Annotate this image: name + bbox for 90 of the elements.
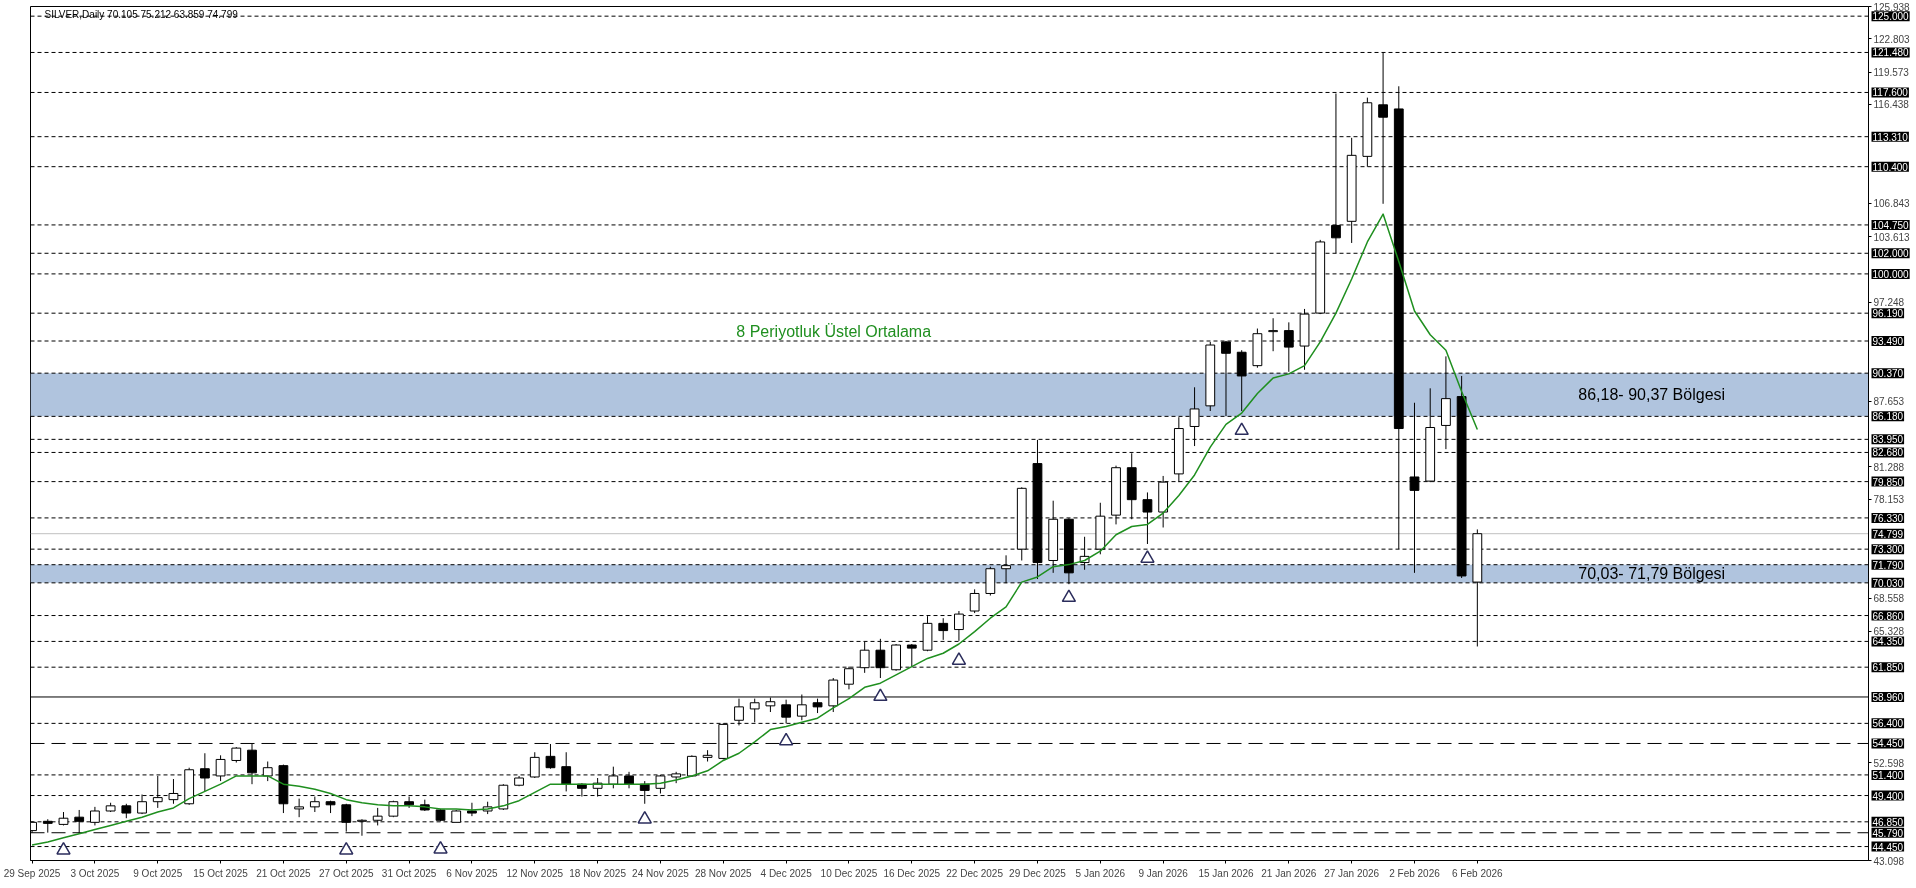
x-tick-label: 2 Feb 2026 [1389, 867, 1441, 879]
x-tick-label: 4 Dec 2025 [760, 867, 813, 879]
band-label: 70,03- 71,79 Bölgesi [1578, 565, 1726, 583]
x-tick-label: 15 Oct 2025 [193, 867, 249, 879]
y-tick-label: 106.843 [1873, 198, 1911, 210]
ref-line-label: 51.400 [1872, 769, 1904, 781]
candlestick [294, 798, 305, 818]
ref-line-label: 70.030 [1872, 577, 1904, 589]
ref-line-label: 76.330 [1872, 512, 1904, 524]
ref-line-label: 90.370 [1872, 368, 1904, 380]
band-label: 86,18- 90,37 Bölgesi [1578, 386, 1726, 404]
candlestick [969, 588, 980, 614]
ref-line-label: 86.180 [1872, 411, 1904, 423]
ref-line-label: 93.490 [1872, 336, 1904, 348]
ref-line-label: 125.000 [1872, 11, 1910, 23]
text: 8 Periyotluk Üstel Ortalama [736, 322, 932, 340]
ref-line-label: 83.950 [1872, 434, 1904, 446]
x-tick-label: 10 Dec 2025 [820, 867, 878, 879]
chart-title: SILVER,Daily 70.105 75.212 63.859 74.799 [44, 8, 239, 20]
y-tick-label: 122.803 [1873, 33, 1911, 45]
x-tick-label: 27 Oct 2025 [319, 867, 374, 879]
candlestick [906, 643, 917, 668]
ref-line-label: 100.000 [1872, 268, 1910, 280]
ref-line-label: 46.850 [1872, 816, 1904, 828]
y-tick-label: 116.438 [1873, 99, 1910, 111]
ref-line-label: 113.310 [1872, 131, 1909, 143]
x-tick-label: 6 Feb 2026 [1452, 867, 1504, 879]
point [339, 841, 354, 855]
x-tick-label: 18 Nov 2025 [569, 867, 627, 879]
x-tick-label: 5 Jan 2026 [1075, 867, 1126, 879]
x-tick-label: 31 Oct 2025 [381, 867, 437, 879]
x-tick-label: 22 Dec 2025 [946, 867, 1004, 879]
x-tick-label: 27 Jan 2026 [1324, 867, 1380, 879]
x-tick-label: 15 Jan 2026 [1198, 867, 1254, 879]
point [1140, 550, 1155, 563]
point [1061, 589, 1077, 603]
ref-line-label: 54.450 [1872, 738, 1904, 750]
point [637, 810, 652, 824]
y-tick-label: 87.653 [1873, 396, 1905, 408]
ref-line-label: 56.400 [1872, 718, 1904, 730]
x-tick-label: 12 Nov 2025 [506, 867, 564, 879]
line-series [31, 213, 1479, 846]
ref-line-label: 61.850 [1872, 662, 1904, 674]
y-tick-label: 68.558 [1873, 593, 1905, 605]
ref-line-label: 73.300 [1872, 544, 1904, 556]
point [56, 841, 71, 855]
candlestick [781, 699, 792, 724]
point [433, 840, 448, 854]
ref-line-label: 102.000 [1872, 248, 1910, 260]
ref-line-label: 49.400 [1872, 790, 1904, 802]
ref-line-label: 45.790 [1872, 827, 1904, 839]
ref-line-label: 82.680 [1872, 447, 1904, 459]
y-tick-label: 65.328 [1873, 626, 1905, 638]
x-tick-label: 28 Nov 2025 [694, 867, 753, 879]
point [873, 688, 888, 702]
ref-line-label: 58.960 [1872, 691, 1904, 703]
x-tick-label: 24 Nov 2025 [632, 867, 690, 879]
y-tick-label: 119.573 [1873, 67, 1910, 79]
y-tick-label: 43.098 [1873, 855, 1905, 867]
point [1234, 422, 1249, 436]
ref-line-label: 104.750 [1872, 219, 1910, 231]
ref-line-label: 110.400 [1872, 161, 1909, 173]
candlestick [545, 743, 556, 770]
x-tick-label: 3 Oct 2025 [70, 867, 120, 879]
y-tick-label: 125.938 [1873, 1, 1911, 13]
ref-line-label: 79.850 [1872, 476, 1904, 488]
x-tick-label: 9 Jan 2026 [1138, 867, 1189, 879]
ref-line-label: 44.450 [1872, 841, 1904, 853]
x-tick-label: 29 Sep 2025 [3, 867, 61, 879]
x-tick-label: 9 Oct 2025 [133, 867, 183, 879]
x-tick-label: 21 Jan 2026 [1261, 867, 1317, 879]
y-tick-label: 97.248 [1873, 297, 1905, 309]
y-tick-label: 78.153 [1873, 494, 1905, 506]
x-tick-label: 21 Oct 2025 [256, 867, 312, 879]
ref-line-label: 117.600 [1872, 87, 1909, 99]
candlestick [467, 802, 477, 817]
ref-line-label: 96.190 [1872, 308, 1904, 320]
x-tick-label: 16 Dec 2025 [883, 867, 941, 879]
y-tick-label: 52.598 [1873, 757, 1905, 769]
ref-line-label: 66.860 [1872, 610, 1904, 622]
ref-line-label: 71.790 [1872, 559, 1904, 571]
ref-line-label: 64.350 [1872, 636, 1904, 648]
ref-line-label: 121.480 [1872, 47, 1910, 59]
point [778, 732, 794, 746]
y-tick-label: 81.288 [1873, 461, 1905, 473]
x-tick-label: 6 Nov 2025 [446, 867, 498, 879]
y-tick-label: 103.613 [1873, 231, 1911, 243]
ref-line-label: 74.799 [1872, 528, 1904, 540]
point [951, 652, 967, 665]
x-tick-label: 29 Dec 2025 [1009, 867, 1067, 879]
